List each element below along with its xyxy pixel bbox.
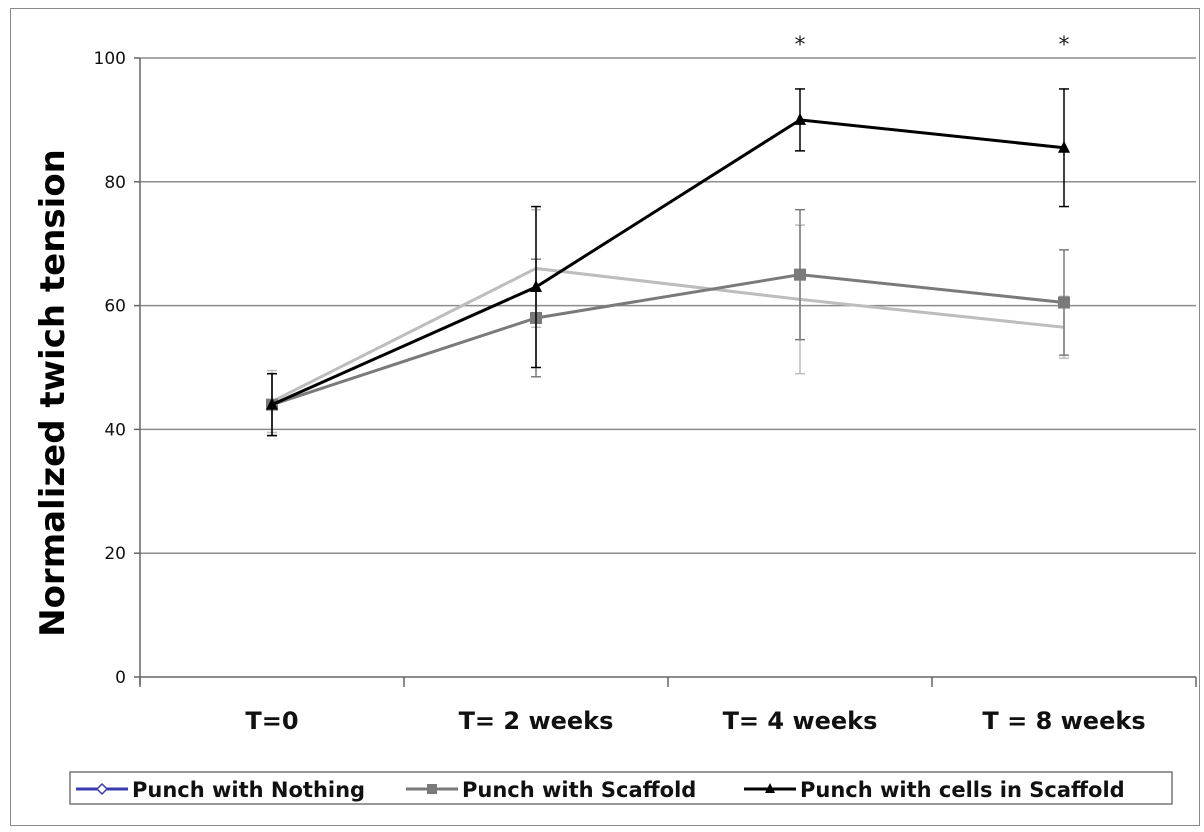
legend-box <box>69 771 1173 805</box>
data-point-marker <box>794 112 806 125</box>
series-group <box>266 88 1070 437</box>
chart-frame <box>10 8 1200 826</box>
legend-item: Punch with Nothing <box>76 778 365 802</box>
x-tick-labels: T=0 T= 2 weeks T= 4 weeks T = 8 weeks <box>245 707 1145 735</box>
data-point-marker <box>530 280 542 293</box>
annotations: * * <box>795 33 1070 58</box>
series-3 <box>266 88 1070 437</box>
data-point-marker <box>266 397 278 410</box>
y-tick-label: 20 <box>104 544 126 564</box>
legend-marker <box>95 782 109 796</box>
series-line <box>271 266 1065 403</box>
legend-item: Punch with cells in Scaffold <box>744 778 1125 802</box>
significance-marker: * <box>1059 33 1070 58</box>
legend: Punch with Nothing Punch with Scaffold Pun… <box>69 771 1173 805</box>
y-tick-label: 40 <box>104 420 126 440</box>
legend-label: Punch with Scaffold <box>462 778 696 802</box>
y-axis-label: Normalized twich tension <box>33 149 73 637</box>
y-tick-label: 0 <box>115 668 126 688</box>
x-tick-label: T=0 <box>245 707 298 735</box>
y-tick-label: 60 <box>104 297 126 317</box>
series-2 <box>266 208 1070 437</box>
x-tick-label: T= 4 weeks <box>723 707 878 735</box>
y-tick-label: 80 <box>104 173 126 193</box>
y-tick-label: 100 <box>94 49 126 69</box>
x-tick-label: T= 2 weeks <box>459 707 614 735</box>
x-tick-label: T = 8 weeks <box>982 707 1145 735</box>
data-point-marker <box>1058 140 1070 153</box>
data-point-marker <box>1058 296 1070 309</box>
legend-label: Punch with Nothing <box>132 778 365 802</box>
gridlines <box>140 57 1196 554</box>
legend-marker <box>765 783 775 793</box>
series-line <box>271 118 1065 407</box>
legend-label: Punch with cells in Scaffold <box>800 778 1125 802</box>
axes <box>134 57 1197 687</box>
legend-marker <box>427 784 437 794</box>
legend-item: Punch with Scaffold <box>406 778 696 802</box>
series-line <box>271 273 1065 407</box>
y-tick-labels: 0 20 40 60 80 100 <box>94 49 126 688</box>
data-point-marker <box>794 268 806 281</box>
significance-marker: * <box>795 33 806 58</box>
series-1 <box>267 208 1069 434</box>
